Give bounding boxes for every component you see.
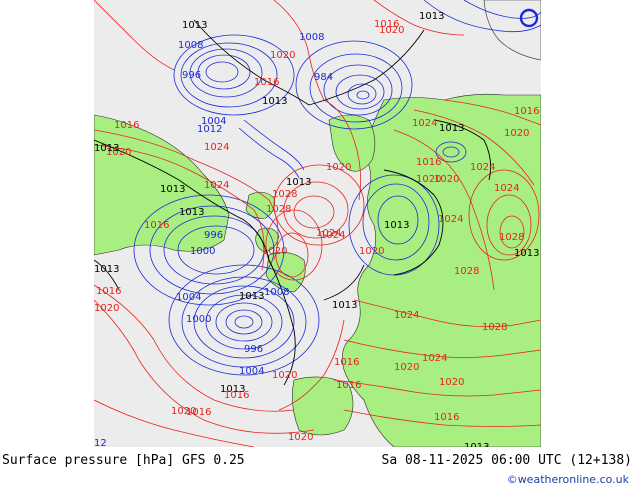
isobar-label: 1008 bbox=[299, 32, 324, 43]
isobar-label: 1013 bbox=[332, 300, 357, 311]
isobar-label: 1013 bbox=[179, 207, 204, 218]
isobar-label: 1020 bbox=[171, 406, 196, 417]
isobar-label: 1028 bbox=[266, 204, 291, 215]
isobar-label: 1020 bbox=[272, 370, 297, 381]
isobar-label: 1016 bbox=[224, 390, 249, 401]
isobar-label: 1013 bbox=[286, 177, 311, 188]
isobar-label: 1004 bbox=[176, 292, 201, 303]
isobar-label: 1016 bbox=[374, 19, 399, 30]
isobar-label: 1024 bbox=[394, 310, 419, 321]
isobar-label: 1024 bbox=[470, 162, 495, 173]
isobar-label: 996 bbox=[182, 70, 201, 81]
isobar-label: 1013 bbox=[94, 264, 119, 275]
isobar-label: 1020 bbox=[434, 174, 459, 185]
land-masses bbox=[94, 0, 541, 447]
isobar-label: 1008 bbox=[264, 287, 289, 298]
isobar-label: 984 bbox=[314, 72, 333, 83]
isobar-label: 1016 bbox=[186, 407, 211, 418]
isobar-label: 1013 bbox=[239, 291, 264, 302]
isobar-label: 1016 bbox=[254, 77, 279, 88]
reference-isobars bbox=[94, 19, 492, 386]
isobar-label: 1028 bbox=[482, 322, 507, 333]
isobar-label: 1020 bbox=[379, 25, 404, 36]
isobar-label: 1020 bbox=[270, 50, 295, 61]
isobar-label: 996 bbox=[244, 344, 263, 355]
isobar-label: 1004 bbox=[239, 366, 264, 377]
isobar-label: 1016 bbox=[144, 220, 169, 231]
isobar-label: 1013 bbox=[220, 384, 245, 395]
high-pressure-isobars bbox=[94, 0, 541, 447]
isobar-label: 1020 bbox=[326, 162, 351, 173]
isobar-label: 1024 bbox=[422, 353, 447, 364]
isobar-label: 1013 bbox=[384, 220, 409, 231]
isobar-label: 1020 bbox=[262, 246, 287, 257]
isobar-label: 1013 bbox=[94, 143, 119, 154]
isobar-label: 1020 bbox=[416, 174, 441, 185]
isobar-label: 1020 bbox=[106, 147, 131, 158]
credit-link[interactable]: ©weatheronline.co.uk bbox=[506, 473, 629, 486]
isobar-label: 1012 bbox=[197, 124, 222, 135]
isobar-label: 1024 bbox=[204, 180, 229, 191]
isobar-label: 1024 bbox=[316, 228, 341, 239]
isobar-label: 1020 bbox=[288, 432, 313, 443]
isobar-label: 1020 bbox=[94, 303, 119, 314]
isobar-label: 1016 bbox=[514, 106, 539, 117]
isobar-label: 1016 bbox=[434, 412, 459, 423]
isobar-label: 1020 bbox=[439, 377, 464, 388]
isobar-label: 1008 bbox=[178, 40, 203, 51]
isobar-label: 1013 bbox=[182, 20, 207, 31]
pressure-map: 1013 1008 996 1004 1012 1020 1016 1013 1… bbox=[94, 0, 541, 447]
isobar-label: 1013 bbox=[464, 442, 489, 447]
isobar-label: 996 bbox=[204, 230, 223, 241]
isobar-label: 1028 bbox=[499, 232, 524, 243]
isobar-label: 1028 bbox=[272, 189, 297, 200]
isobar-label: 1020 bbox=[504, 128, 529, 139]
forecast-time: Sa 08-11-2025 06:00 UTC (12+138) bbox=[381, 453, 632, 468]
isobar-label: 1024 bbox=[320, 230, 345, 241]
isobar-label: 1013 bbox=[262, 96, 287, 107]
isobar-labels: 1013 1008 996 1004 1012 1020 1016 1013 1… bbox=[94, 11, 539, 447]
isobar-label: 1016 bbox=[336, 380, 361, 391]
isobar-label: 1000 bbox=[190, 246, 215, 257]
isobar-label: 1016 bbox=[114, 120, 139, 131]
isobar-label: 1013 bbox=[419, 11, 444, 22]
isobar-label: 1016 bbox=[96, 286, 121, 297]
isobar-label: 1024 bbox=[438, 214, 463, 225]
isobar-label: 1024 bbox=[494, 183, 519, 194]
isobar-label: 1013 bbox=[439, 123, 464, 134]
isobar-label: 1020 bbox=[359, 246, 384, 257]
isobar-label: 1013 bbox=[160, 184, 185, 195]
isobar-label: 1028 bbox=[454, 266, 479, 277]
map-title: Surface pressure [hPa] GFS 0.25 bbox=[2, 453, 245, 468]
isobar-label: 1004 bbox=[201, 116, 226, 127]
isobar-label: 1016 bbox=[334, 357, 359, 368]
isobar-label: 1000 bbox=[186, 314, 211, 325]
isobar-label: 1016 bbox=[416, 157, 441, 168]
isobar-label: 1020 bbox=[394, 362, 419, 373]
isobar-label: 1013 bbox=[514, 248, 539, 259]
isobar-label: 1024 bbox=[204, 142, 229, 153]
isobar-label: 1024 bbox=[412, 118, 437, 129]
isobar-label: 12 bbox=[94, 438, 107, 447]
